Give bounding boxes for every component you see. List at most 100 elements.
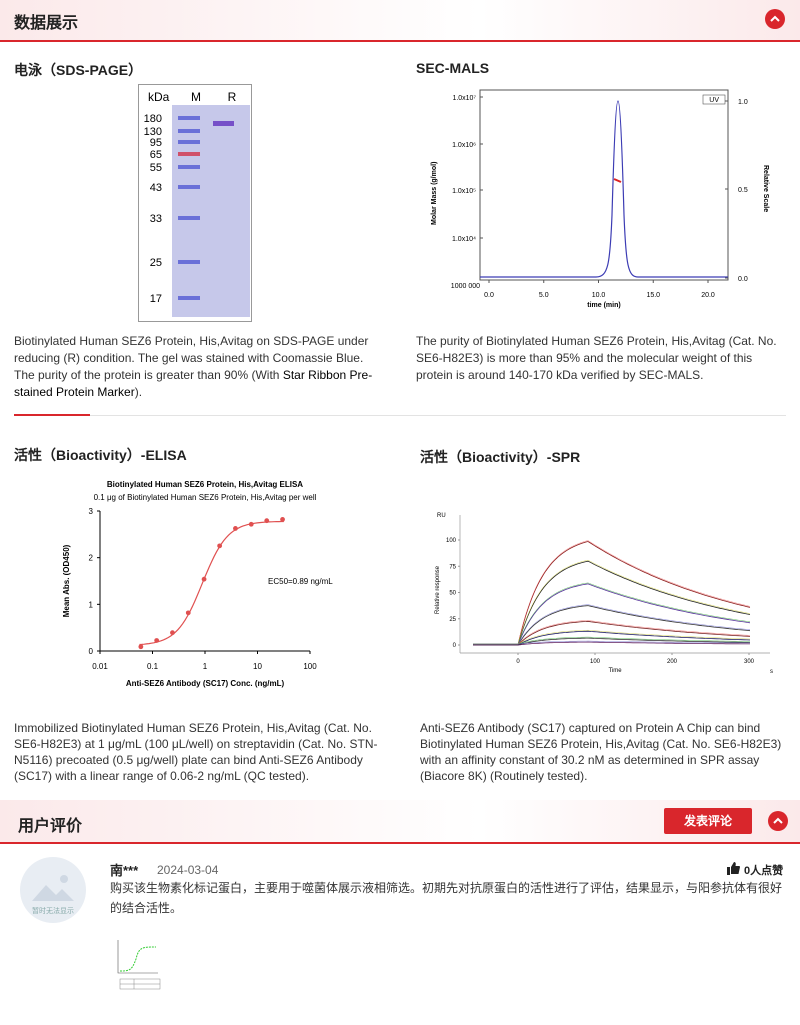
- y-tick-label: 25: [449, 617, 456, 623]
- spr-chart: 100 75 50 25 0 0 100 200 300 RU s Relative respo…: [425, 505, 780, 680]
- marker-band: [178, 216, 200, 220]
- y-tick-label: 75: [449, 564, 456, 570]
- x-tick-label: 300: [744, 659, 755, 665]
- x-axis-label: Anti-SEZ6 Antibody (SC17) Conc. (ng/mL): [126, 679, 285, 688]
- elisa-chart: Biotinylated Human SEZ6 Protein, His,Avi…: [60, 475, 350, 695]
- review-date: 2024-03-04: [157, 863, 218, 877]
- y-tick-label: 1.0x10⁶: [452, 142, 476, 149]
- y-tick-label: 1000 000: [451, 283, 480, 290]
- annotation: EC50=0.89 ng/mL: [268, 577, 333, 586]
- avatar: 暂时无法显示: [20, 857, 86, 923]
- caption: The purity of Biotinylated Human SEZ6 Pr…: [416, 333, 786, 384]
- lane-label: R: [228, 90, 237, 104]
- point: [280, 517, 285, 522]
- panel-title: 电泳（SDS-PAGE）: [14, 60, 142, 80]
- marker-band: [178, 165, 200, 169]
- y-tick-label: 2: [89, 554, 94, 563]
- x-tick-label: 0.1: [147, 662, 159, 671]
- like-count: 0人点赞: [744, 862, 783, 878]
- y2-tick-label: 0.0: [738, 276, 748, 283]
- collapse-button[interactable]: [768, 811, 788, 831]
- point: [217, 543, 222, 548]
- marker-label: 43: [150, 182, 162, 194]
- x-tick-label: 100: [303, 662, 317, 671]
- marker-band: [178, 152, 200, 156]
- legend: UV: [709, 97, 719, 104]
- avatar-text: 暂时无法显示: [32, 906, 74, 915]
- y-tick-label: 1.0x10⁵: [452, 188, 476, 195]
- marker-label: 95: [150, 137, 162, 149]
- panel-title: SEC-MALS: [416, 60, 489, 76]
- y-tick-label: 1.0x10⁴: [452, 236, 476, 243]
- lane-label: M: [191, 90, 201, 104]
- point: [249, 522, 254, 527]
- sec-mals-chart: UV 1.0x10⁷ 1.0x10⁶ 1.0x10⁵ 1.0x10⁴ 1000 000 1…: [416, 85, 786, 310]
- collapse-button[interactable]: [765, 9, 785, 29]
- y-tick-label: 100: [446, 538, 457, 544]
- marker-band: [178, 116, 200, 120]
- marker-band: [178, 260, 200, 264]
- caption: Biotinylated Human SEZ6 Protein, His,Avi…: [14, 333, 374, 401]
- marker-label: 25: [150, 257, 162, 269]
- x-axis-label: Time: [608, 668, 622, 674]
- y-tick-label: 1.0x10⁷: [452, 95, 476, 102]
- x-tick-label: 0: [516, 659, 520, 665]
- review-image[interactable]: [112, 935, 164, 991]
- x-axis-label: time (min): [587, 302, 620, 309]
- point: [170, 630, 175, 635]
- marker-label: 33: [150, 213, 162, 225]
- x-tick-label: 200: [667, 659, 678, 665]
- sensorgram: [473, 561, 750, 645]
- x-unit: s: [770, 669, 773, 675]
- caption: Immobilized Biotinylated Human SEZ6 Prot…: [14, 720, 384, 784]
- x-tick-label: 0.01: [92, 662, 108, 671]
- sensorgram: [473, 542, 750, 646]
- marker-label: 65: [150, 149, 162, 161]
- caption-text: ).: [135, 385, 142, 399]
- point: [154, 638, 159, 643]
- y-tick-label: 0: [89, 647, 94, 656]
- panel-title: 活性（Bioactivity）-ELISA: [14, 445, 187, 465]
- y-tick-label: 1: [89, 600, 94, 609]
- point: [186, 610, 191, 615]
- y-axis-label: Mean Abs. (OD450): [62, 544, 71, 617]
- sample-band: [213, 121, 234, 126]
- review-text: 购买该生物素化标记蛋白，主要用于噬菌体展示液相筛选。初期先对抗原蛋白的活性进行了…: [110, 878, 790, 918]
- gel-image: kDa M R 180130956555 43 33 25 17: [138, 84, 253, 324]
- reviewer-name: 南***: [110, 860, 138, 879]
- x-tick-label: 0.0: [484, 292, 494, 299]
- point: [233, 526, 238, 531]
- x-tick-label: 5.0: [539, 292, 549, 299]
- x-tick-label: 1: [203, 662, 208, 671]
- x-tick-label: 20.0: [701, 292, 715, 299]
- marker-label: 17: [150, 293, 162, 305]
- divider: [14, 415, 786, 416]
- y-tick-label: 50: [449, 591, 456, 597]
- figure-subtitle: 0.1 μg of Biotinylated Human SEZ6 Protei…: [94, 493, 317, 502]
- x-tick-label: 15.0: [646, 292, 660, 299]
- marker-label: 55: [150, 162, 162, 174]
- x-tick-label: 10: [253, 662, 262, 671]
- y-axis-label: Relative response: [435, 565, 441, 614]
- y-axis-label: Molar Mass (g/mol): [431, 162, 438, 225]
- marker-band: [178, 129, 200, 133]
- point: [202, 577, 207, 582]
- write-review-button[interactable]: 发表评论: [664, 808, 752, 834]
- y-unit: RU: [437, 513, 446, 519]
- figure-title: Biotinylated Human SEZ6 Protein, His,Avi…: [107, 480, 303, 489]
- y-tick-label: 0: [453, 643, 457, 649]
- section-title: 用户评价: [18, 812, 82, 836]
- point: [138, 644, 143, 649]
- like-icon[interactable]: [727, 862, 740, 875]
- sensorgram: [473, 584, 750, 645]
- x-tick-label: 10.0: [592, 292, 606, 299]
- y2-axis-label: Relative Scale: [762, 165, 769, 212]
- y-tick-label: 3: [89, 507, 94, 516]
- section-header: 数据展示: [0, 0, 800, 42]
- marker-band: [178, 296, 200, 300]
- section-title: 数据展示: [14, 9, 78, 33]
- marker-label: 180: [144, 113, 162, 125]
- gel-unit: kDa: [148, 90, 170, 104]
